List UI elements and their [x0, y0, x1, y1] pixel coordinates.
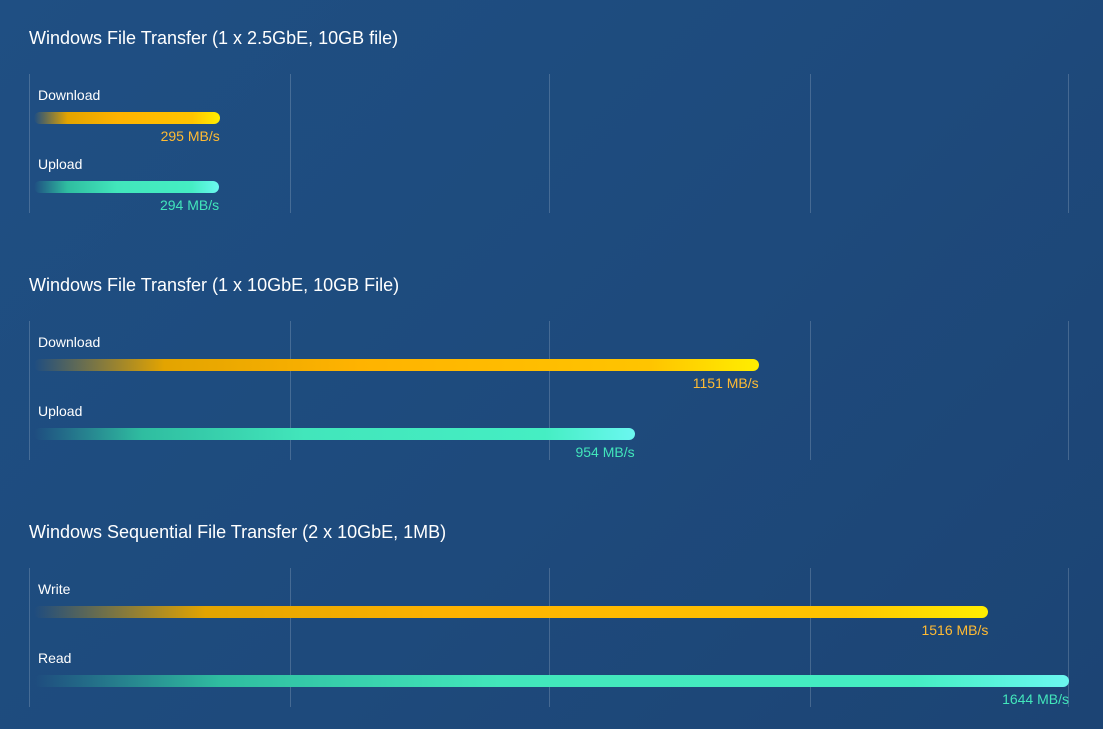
bar-value-label: 954 MB/s: [575, 444, 635, 460]
bar-label: Download: [38, 87, 101, 103]
grid-line: [549, 568, 550, 707]
bar-orange: [34, 359, 759, 371]
chart-title: Windows File Transfer (1 x 10GbE, 10GB F…: [29, 275, 400, 295]
grid-line: [810, 74, 811, 213]
grid-line: [1068, 568, 1069, 707]
grid-line: [549, 74, 550, 213]
bar-value-label: 1516 MB/s: [921, 622, 989, 638]
grid-line: [290, 568, 291, 707]
bar-label: Read: [38, 650, 72, 666]
bar-orange: [34, 112, 220, 124]
bar-value-label: 1151 MB/s: [692, 375, 759, 391]
grid-line: [29, 321, 30, 460]
chart-section: Windows File Transfer (1 x 2.5GbE, 10GB …: [0, 28, 1103, 218]
grid-line: [549, 321, 550, 460]
bar-teal: [34, 428, 635, 440]
bar-orange: [34, 606, 989, 618]
grid-line: [29, 568, 30, 707]
chart-section: Windows File Transfer (1 x 10GbE, 10GB F…: [0, 275, 1103, 465]
grid-line: [290, 74, 291, 213]
grid-line: [290, 321, 291, 460]
bar-label: Upload: [38, 156, 83, 172]
grid-line: [810, 321, 811, 460]
chart-title: Windows Sequential File Transfer (2 x 10…: [29, 522, 447, 542]
bar-teal: [34, 181, 220, 193]
chart-plot-area: Download 1151 MB/s Upload 954 MB/s: [29, 321, 1069, 460]
grid-line: [1068, 321, 1069, 460]
chart-title: Windows File Transfer (1 x 2.5GbE, 10GB …: [29, 28, 399, 48]
bar-label: Download: [38, 334, 101, 350]
grid-line: [29, 74, 30, 213]
grid-line: [1068, 74, 1069, 213]
chart-plot-area: Download 295 MB/s Upload 294 MB/s: [29, 74, 1069, 213]
bar-value-label: 294 MB/s: [159, 197, 220, 213]
bar-label: Upload: [38, 403, 83, 419]
chart-section: Windows Sequential File Transfer (2 x 10…: [0, 522, 1103, 712]
bar-label: Write: [38, 581, 71, 597]
bar-value-label: 1644 MB/s: [1002, 691, 1069, 707]
grid-line: [810, 568, 811, 707]
bar-value-label: 295 MB/s: [160, 128, 220, 144]
bar-teal: [34, 675, 1069, 687]
chart-plot-area: Write 1516 MB/s Read 1644 MB/s: [29, 568, 1069, 707]
